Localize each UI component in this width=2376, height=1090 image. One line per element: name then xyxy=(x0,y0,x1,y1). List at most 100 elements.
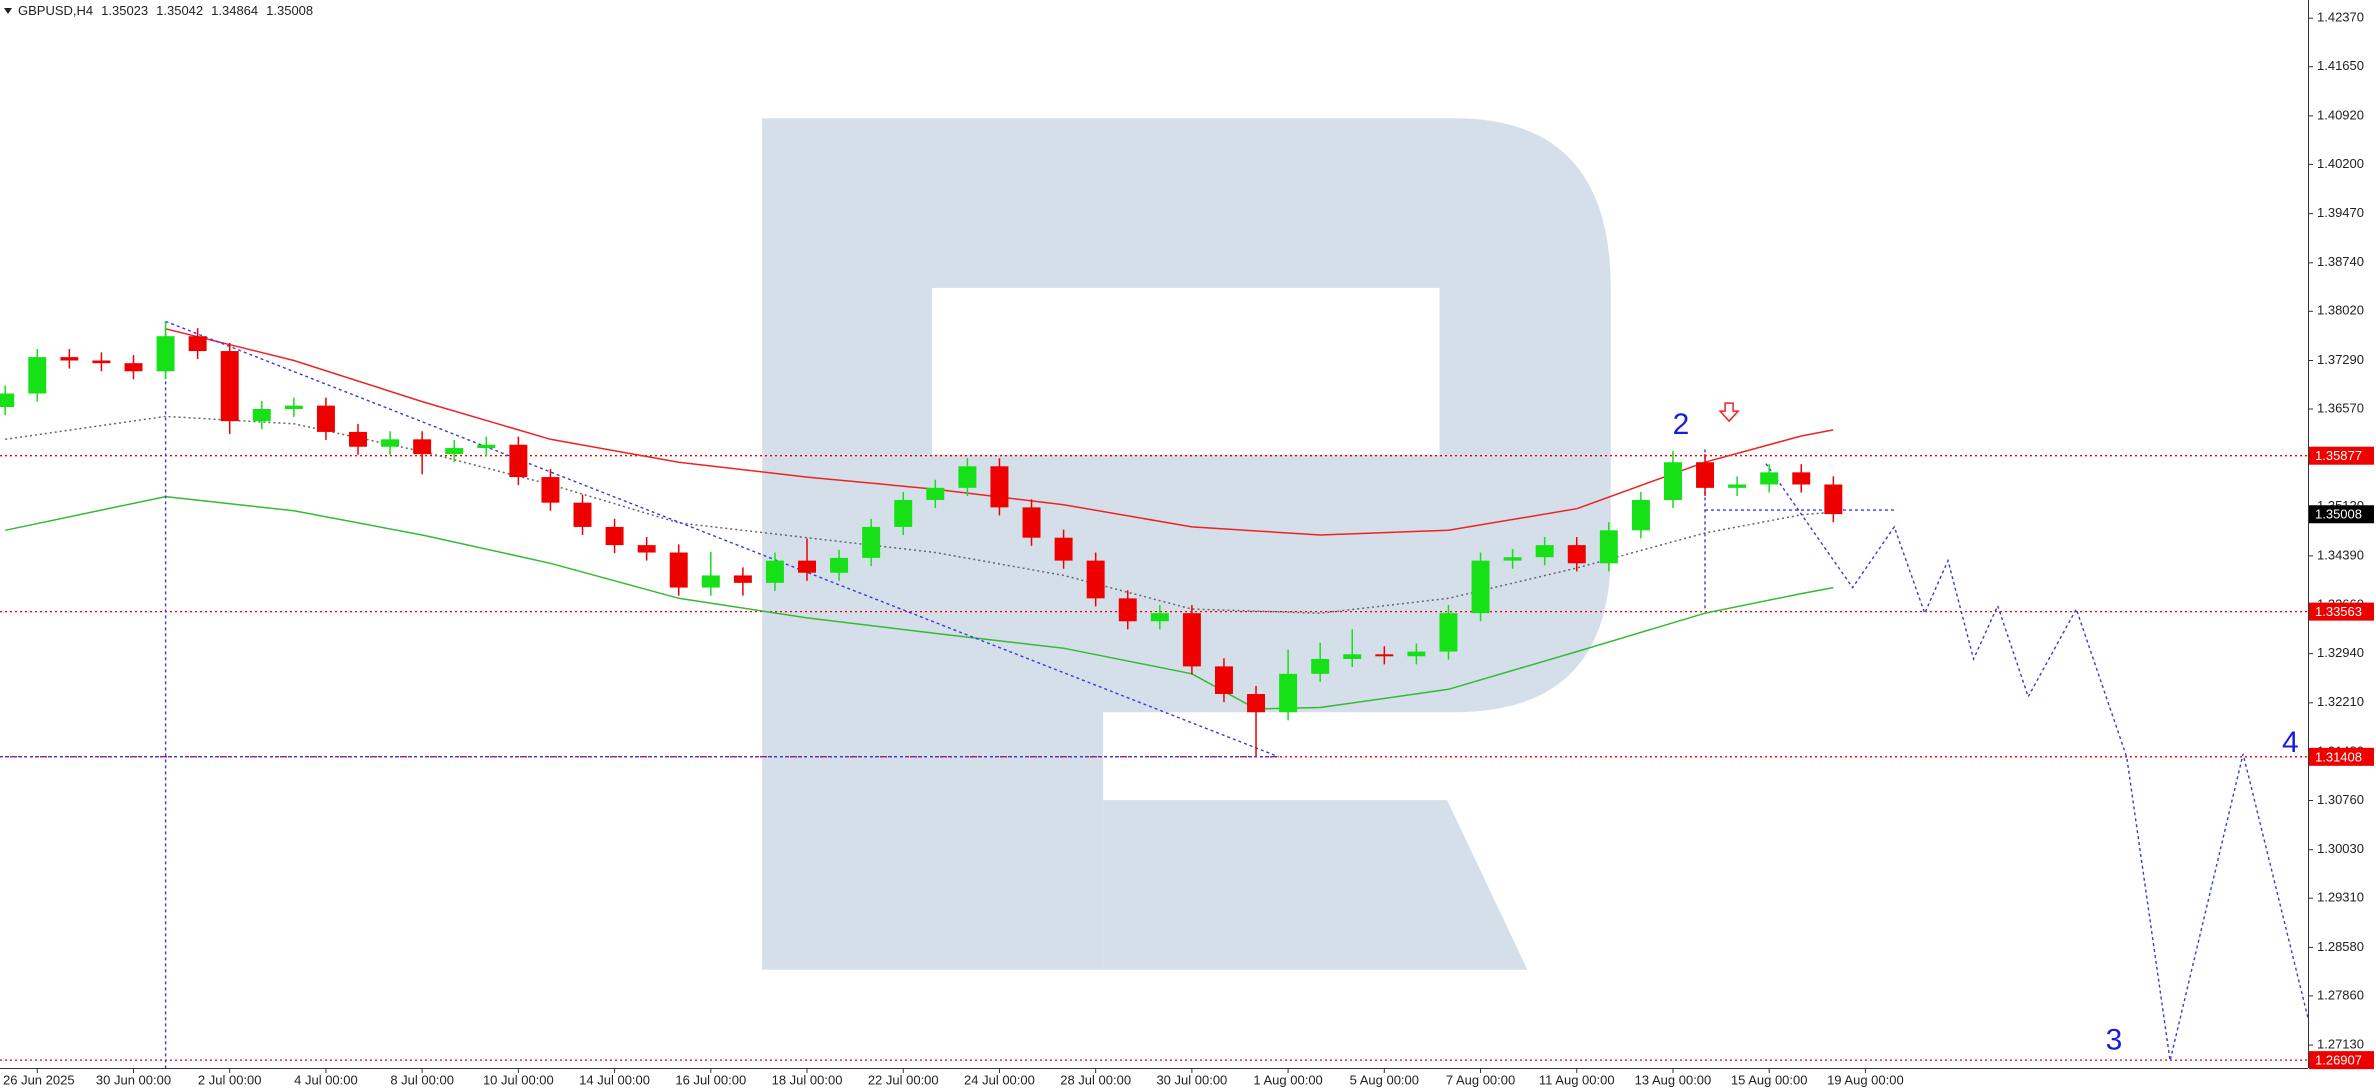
candle-body xyxy=(1824,484,1843,515)
candle-body xyxy=(1118,598,1137,622)
candle-body xyxy=(1182,613,1201,667)
wave-guide xyxy=(165,320,1279,758)
candle-body xyxy=(1567,545,1586,564)
header-value: 1.35042 xyxy=(156,3,203,18)
candle-body xyxy=(1760,472,1779,485)
x-tick-label: 22 Jul 00:00 xyxy=(868,1072,939,1087)
price-tag-label: 1.35877 xyxy=(2315,448,2362,463)
price-tag-label: 1.31408 xyxy=(2315,749,2362,764)
candle-body xyxy=(830,557,849,573)
candle-body xyxy=(220,351,239,422)
y-tick-label: 1.29310 xyxy=(2317,890,2364,905)
candle-body xyxy=(60,357,79,361)
candle-body xyxy=(894,499,913,527)
candle-body xyxy=(349,431,367,447)
header-value: 1.35008 xyxy=(266,3,313,18)
candle-body xyxy=(1375,654,1394,657)
x-tick-label: 5 Aug 00:00 xyxy=(1350,1072,1419,1087)
y-tick-label: 1.42370 xyxy=(2317,10,2364,25)
header-value: 1.34864 xyxy=(211,3,258,18)
y-tick-label: 1.40200 xyxy=(2317,156,2364,171)
candle-body xyxy=(252,409,271,422)
candle-body xyxy=(765,560,784,583)
candle-body xyxy=(862,526,881,558)
x-tick-label: 30 Jul 00:00 xyxy=(1156,1072,1227,1087)
x-tick-label: 26 Jun 2025 xyxy=(3,1072,75,1087)
candle-body xyxy=(1086,560,1105,599)
candle-body xyxy=(1792,472,1811,485)
y-tick-label: 1.38740 xyxy=(2317,254,2364,269)
x-tick-label: 13 Aug 00:00 xyxy=(1635,1072,1712,1087)
candle-body xyxy=(1054,537,1073,561)
candle-body xyxy=(0,393,15,407)
y-tick-label: 1.41650 xyxy=(2317,58,2364,73)
plot-area: 2 4 3 xyxy=(0,320,2308,1068)
candle-body xyxy=(1407,651,1426,657)
y-tick-label: 1.40920 xyxy=(2317,107,2364,122)
y-tick-label: 1.32940 xyxy=(2317,645,2364,660)
wave-label: 4 xyxy=(2282,726,2299,759)
wave-label: 2 xyxy=(1673,408,1690,441)
x-tick-label: 14 Jul 00:00 xyxy=(579,1072,650,1087)
y-tick-label: 1.39470 xyxy=(2317,205,2364,220)
candle-body xyxy=(28,357,47,394)
candle-body xyxy=(605,526,624,546)
candle-body xyxy=(1535,545,1554,558)
candle-body xyxy=(990,466,1009,508)
x-tick-label: 28 Jul 00:00 xyxy=(1060,1072,1131,1087)
price-tag-label: 1.33563 xyxy=(2315,604,2362,619)
x-tick-label: 16 Jul 00:00 xyxy=(675,1072,746,1087)
price-tag xyxy=(2309,505,2374,524)
x-tick-label: 2 Jul 00:00 xyxy=(198,1072,262,1087)
candle-body xyxy=(188,336,207,352)
x-tick-label: 18 Jul 00:00 xyxy=(772,1072,843,1087)
y-tick-label: 1.32210 xyxy=(2317,694,2364,709)
candle-body xyxy=(1279,673,1298,713)
y-tick-label: 1.36570 xyxy=(2317,400,2364,415)
y-tick-label: 1.34390 xyxy=(2317,547,2364,562)
candle-body xyxy=(1022,507,1041,538)
y-tick-label: 1.30030 xyxy=(2317,841,2364,856)
wave-label: 3 xyxy=(2106,1024,2123,1057)
indicator-line xyxy=(165,328,1834,536)
candle-body xyxy=(669,552,688,588)
candle-body xyxy=(1696,462,1715,488)
candle-body xyxy=(1247,694,1266,713)
candle-body xyxy=(316,405,335,432)
candle-body xyxy=(477,444,496,449)
candle-body xyxy=(381,439,400,447)
candle-body xyxy=(1631,499,1650,531)
price-tag-label: 1.35008 xyxy=(2315,507,2362,522)
y-tick-label: 1.30760 xyxy=(2317,792,2364,807)
candle-body xyxy=(445,448,464,455)
candle-body xyxy=(124,363,143,372)
price-tag xyxy=(2309,747,2374,766)
candle-body xyxy=(284,405,303,410)
x-tick-label: 7 Aug 00:00 xyxy=(1446,1072,1515,1087)
candle-body xyxy=(1343,654,1362,659)
candle-body xyxy=(1503,557,1522,561)
x-tick-label: 30 Jun 00:00 xyxy=(96,1072,171,1087)
candle-body xyxy=(733,575,752,583)
header-value: 1.35023 xyxy=(101,3,148,18)
price-tag xyxy=(2309,1051,2374,1070)
y-tick-label: 1.28580 xyxy=(2317,939,2364,954)
price-tag xyxy=(2309,602,2374,621)
price-tag xyxy=(2309,446,2374,465)
x-tick-label: 1 Aug 00:00 xyxy=(1253,1072,1322,1087)
candle-body xyxy=(156,336,175,372)
candle-body xyxy=(1663,462,1682,500)
x-tick-label: 15 Aug 00:00 xyxy=(1731,1072,1808,1087)
y-tick-label: 1.27860 xyxy=(2317,987,2364,1002)
x-tick-label: 19 Aug 00:00 xyxy=(1827,1072,1904,1087)
candle-body xyxy=(1471,560,1490,614)
symbol-menu-triangle[interactable] xyxy=(4,8,12,14)
candle-body xyxy=(926,487,945,500)
y-tick-label: 1.38020 xyxy=(2317,303,2364,318)
candle-body xyxy=(637,545,656,553)
candle-body xyxy=(958,466,977,488)
candle-body xyxy=(1214,666,1233,695)
candle-body xyxy=(1311,658,1330,674)
